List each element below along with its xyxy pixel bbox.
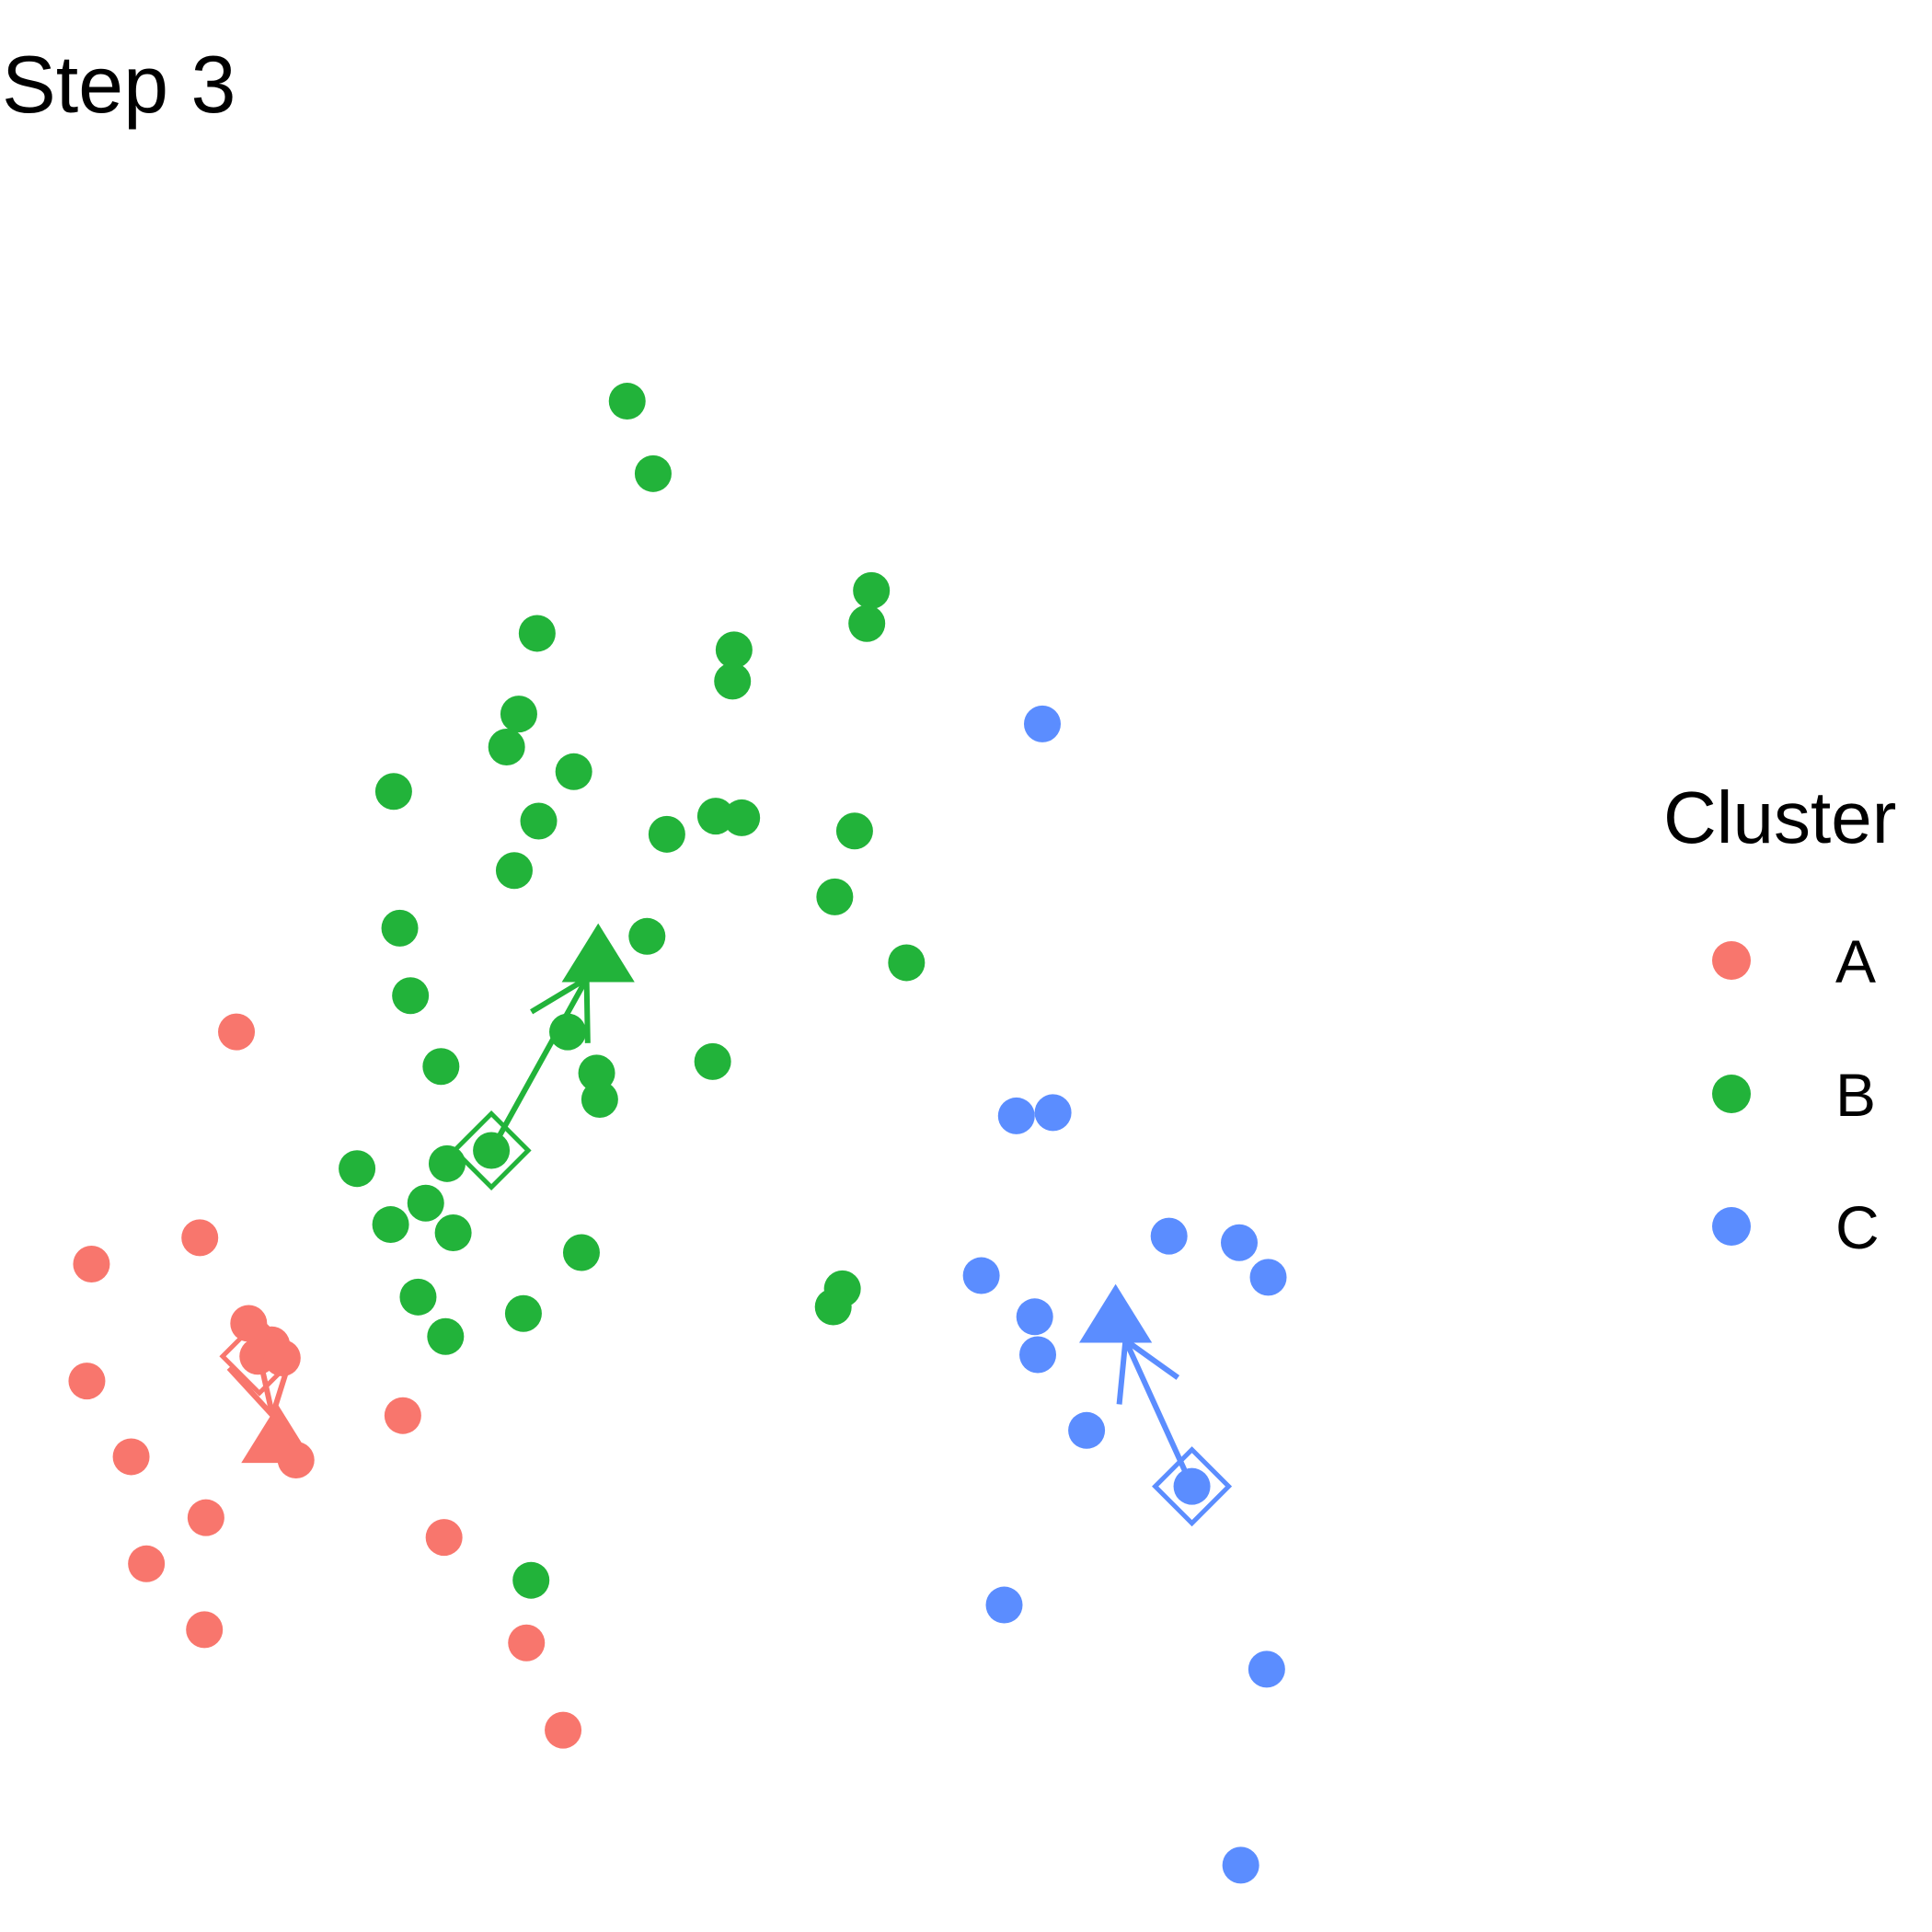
data-point-a-16	[508, 1624, 546, 1662]
data-point-b-19	[381, 909, 419, 947]
data-point-b-11	[374, 773, 412, 811]
data-point-c-13	[1248, 1650, 1285, 1688]
old-centroid-c	[1152, 1446, 1233, 1527]
data-point-b-22	[392, 977, 430, 1015]
data-point-a-17	[545, 1711, 582, 1749]
data-point-b-30	[428, 1144, 466, 1182]
legend-label-a: A	[1835, 927, 1876, 995]
data-point-c-5	[1220, 1224, 1258, 1261]
legend: Cluster A B C	[1663, 776, 1896, 1261]
legend-key-a	[1712, 941, 1751, 980]
data-point-c-7	[962, 1257, 1000, 1294]
data-point-a-1	[218, 1013, 256, 1051]
data-point-b-33	[434, 1214, 472, 1252]
legend-title: Cluster	[1663, 776, 1896, 858]
data-point-c-9	[1019, 1336, 1057, 1374]
new-centroid-b	[561, 923, 635, 983]
data-point-b-2	[634, 454, 672, 492]
data-point-a-2	[181, 1219, 219, 1257]
data-point-c-12	[985, 1586, 1023, 1624]
data-point-b-40	[512, 1561, 550, 1599]
legend-item-c: C	[1712, 1193, 1880, 1261]
data-point-b-28	[473, 1132, 511, 1169]
data-point-c-8	[1016, 1298, 1053, 1336]
data-point-b-7	[714, 662, 752, 700]
data-point-a-5	[112, 1438, 150, 1476]
data-point-b-34	[562, 1234, 600, 1271]
data-point-b-3	[853, 571, 891, 609]
data-point-b-15	[723, 799, 761, 836]
data-point-b-5	[518, 615, 556, 652]
new-centroid-c	[1079, 1283, 1153, 1343]
data-point-c-3	[1034, 1094, 1072, 1132]
data-point-b-20	[628, 917, 666, 955]
data-point-b-29	[339, 1150, 376, 1188]
data-point-b-37	[427, 1317, 465, 1355]
data-point-c-14	[1222, 1846, 1259, 1884]
data-point-b-31	[407, 1184, 444, 1222]
data-point-a-6	[187, 1499, 224, 1536]
data-point-b-18	[816, 878, 854, 915]
legend-label-b: B	[1835, 1061, 1876, 1129]
legend-key-b	[1712, 1075, 1751, 1113]
data-point-c-1	[1023, 705, 1061, 742]
movement-arrow-c	[1122, 1339, 1195, 1488]
data-point-c-11	[1173, 1467, 1211, 1505]
data-point-b-23	[549, 1013, 587, 1051]
data-point-b-26	[581, 1081, 618, 1119]
legend-item-a: A	[1712, 927, 1876, 995]
data-point-b-35	[399, 1278, 437, 1316]
data-point-b-27	[694, 1042, 731, 1080]
data-point-b-32	[372, 1206, 409, 1244]
movement-arrow-b	[489, 977, 590, 1152]
data-point-a-7	[128, 1545, 166, 1582]
legend-item-b: B	[1712, 1061, 1876, 1129]
plot-panel	[68, 383, 1287, 1884]
data-point-a-15	[425, 1519, 463, 1557]
data-point-b-10	[555, 753, 592, 790]
data-point-b-6	[715, 631, 753, 669]
data-point-a-8	[186, 1611, 224, 1649]
data-point-a-4	[68, 1363, 106, 1400]
data-point-b-8	[500, 696, 537, 733]
data-point-a-14	[384, 1397, 421, 1434]
data-point-b-16	[835, 812, 873, 850]
data-point-c-6	[1249, 1259, 1287, 1296]
legend-key-c	[1712, 1207, 1751, 1246]
data-point-a-12	[263, 1340, 301, 1377]
data-point-b-13	[648, 815, 685, 853]
chart-title: Step 3	[2, 39, 236, 130]
data-point-a-13	[277, 1442, 315, 1479]
data-point-b-21	[888, 944, 926, 982]
data-point-b-36	[504, 1294, 542, 1332]
point-layer	[68, 383, 1287, 1884]
data-point-c-4	[1150, 1217, 1188, 1255]
legend-label-c: C	[1835, 1193, 1880, 1261]
data-point-b-17	[495, 852, 533, 890]
data-point-b-24	[422, 1048, 460, 1086]
data-point-a-3	[73, 1246, 110, 1283]
data-point-b-9	[488, 728, 525, 765]
old-centroid-b	[451, 1110, 532, 1191]
data-point-c-10	[1068, 1411, 1106, 1449]
data-point-c-2	[997, 1097, 1035, 1134]
data-point-b-4	[848, 604, 886, 642]
data-point-b-39	[814, 1288, 852, 1326]
data-point-b-1	[608, 383, 646, 420]
data-point-b-12	[520, 802, 558, 840]
